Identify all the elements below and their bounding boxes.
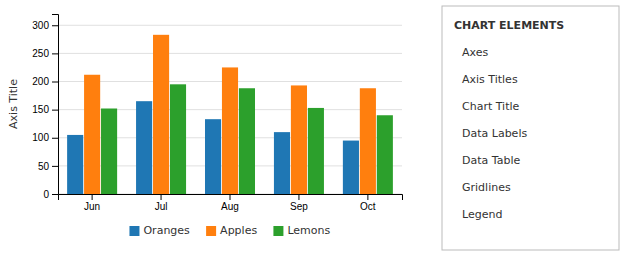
- bars: [67, 35, 393, 194]
- legend: Oranges Apples Lemons: [129, 224, 330, 237]
- y-tick: 100: [32, 132, 58, 143]
- bar: [360, 88, 376, 194]
- y-tick-mark: [52, 166, 58, 167]
- bar-series: [84, 35, 376, 194]
- plot: 0 50 100 150 200 250 300 Jun Jul Aug Sep Oct: [32, 15, 402, 213]
- y-tick-label: 300: [32, 20, 49, 31]
- annotation-item: Axes: [462, 46, 488, 59]
- y-axis-line: [52, 15, 59, 195]
- annotation-item: Legend: [462, 208, 502, 221]
- y-tick-mark: [52, 25, 58, 26]
- bar: [222, 67, 238, 194]
- bar: [153, 35, 169, 194]
- annotation-item: Chart Title: [462, 100, 520, 113]
- legend-item: Apples: [206, 224, 257, 237]
- x-tick-mark: [161, 194, 162, 200]
- bar: [377, 115, 393, 194]
- y-axis: 0 50 100 150 200 250 300: [32, 15, 58, 200]
- bar: [67, 135, 83, 194]
- x-tick-label: Aug: [221, 201, 239, 212]
- annotation-panel: CHART ELEMENTS Axes Axis Titles Chart Title…: [442, 6, 619, 250]
- bar: [291, 85, 307, 194]
- legend-label: Lemons: [287, 224, 330, 237]
- x-axis: Jun Jul Aug Sep Oct: [59, 194, 403, 212]
- x-axis-line: [59, 195, 403, 201]
- bar: [84, 75, 100, 194]
- annotation-item: Data Labels: [462, 127, 527, 140]
- bar: [308, 108, 324, 194]
- annotation-title: CHART ELEMENTS: [454, 19, 564, 32]
- bar: [239, 88, 255, 194]
- legend-swatch: [206, 226, 216, 236]
- bar: [101, 109, 117, 195]
- x-tick-mark: [230, 194, 231, 200]
- x-tick: Jun: [84, 194, 100, 212]
- y-tick-mark: [52, 82, 58, 83]
- x-tick-label: Sep: [290, 201, 308, 212]
- grid: [58, 25, 402, 194]
- y-tick: 150: [32, 104, 58, 115]
- bar: [205, 119, 221, 194]
- bar: [343, 141, 359, 194]
- y-tick: 300: [32, 20, 58, 31]
- legend-item: Lemons: [273, 224, 330, 237]
- legend-label: Oranges: [143, 224, 190, 237]
- bar: [274, 132, 290, 194]
- annotation-panel-frame: [442, 6, 619, 250]
- annotation-item: Axis Titles: [462, 73, 518, 86]
- y-tick-label: 100: [32, 132, 49, 143]
- y-tick: 50: [38, 161, 58, 172]
- bar-series: [101, 84, 393, 194]
- legend-item: Oranges: [129, 224, 190, 237]
- grid-line: [58, 25, 402, 26]
- legend-label: Apples: [220, 224, 257, 237]
- legend-swatch: [129, 226, 139, 236]
- x-tick-label: Jul: [155, 201, 168, 212]
- y-tick-label: 250: [32, 48, 49, 59]
- y-tick: 250: [32, 48, 58, 59]
- y-tick-mark: [52, 138, 58, 139]
- x-tick-mark: [92, 194, 93, 200]
- y-tick: 0: [43, 189, 58, 200]
- y-tick-mark: [52, 194, 58, 195]
- annotation-item: Data Table: [462, 154, 520, 167]
- y-tick-label: 50: [38, 161, 50, 172]
- chart: 0 50 100 150 200 250 300 Jun Jul Aug Sep Oct Axis Ti…: [0, 0, 627, 256]
- x-tick-label: Oct: [360, 201, 376, 212]
- legend-swatch: [273, 226, 283, 236]
- y-tick-label: 200: [32, 76, 49, 87]
- y-tick-mark: [52, 110, 58, 111]
- y-axis-title: Axis Title: [7, 79, 20, 129]
- x-tick: Sep: [290, 194, 308, 212]
- x-tick: Oct: [360, 194, 376, 212]
- y-tick-mark: [52, 53, 58, 54]
- x-tick-mark: [367, 194, 368, 200]
- bar: [136, 101, 152, 194]
- y-tick: 200: [32, 76, 58, 87]
- y-tick-label: 150: [32, 104, 49, 115]
- x-tick: Aug: [221, 194, 239, 212]
- x-tick-mark: [298, 194, 299, 200]
- annotation-item: Gridlines: [462, 181, 511, 194]
- bar: [170, 84, 186, 194]
- bar-series: [67, 101, 359, 194]
- y-tick-label: 0: [43, 189, 49, 200]
- x-tick: Jul: [155, 194, 168, 212]
- grid-line: [58, 53, 402, 54]
- x-tick-label: Jun: [84, 201, 100, 212]
